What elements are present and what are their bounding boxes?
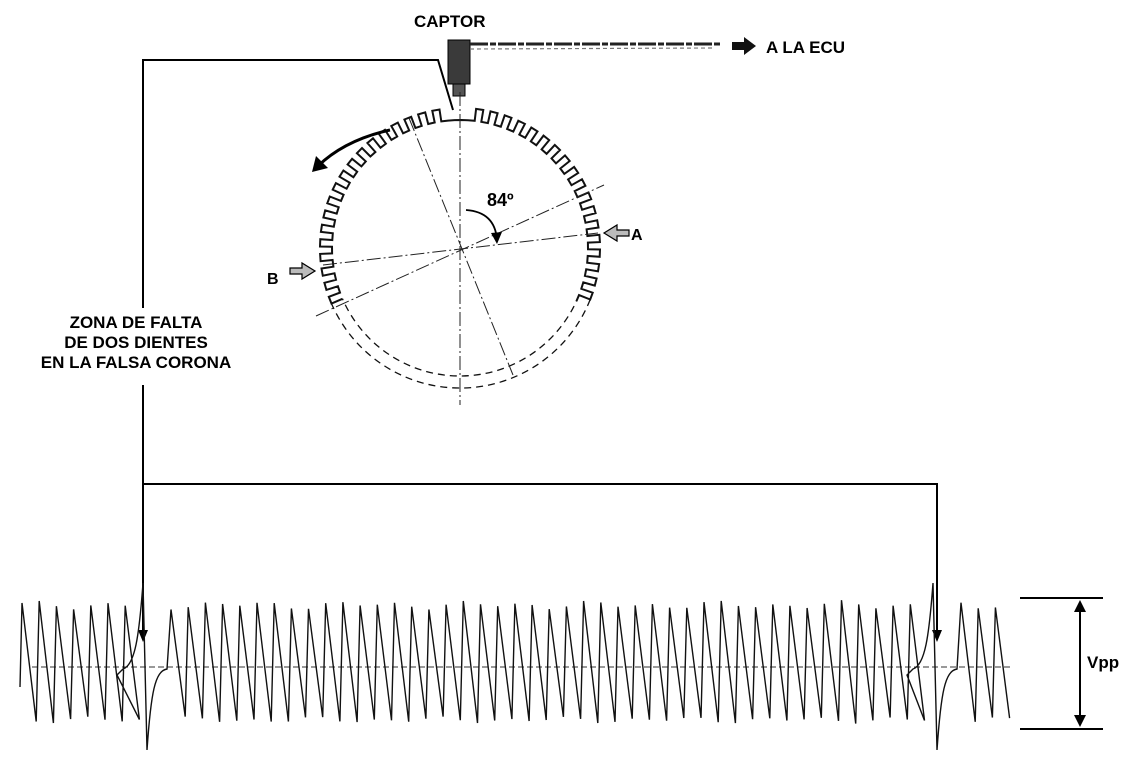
rotation-arrow <box>316 128 391 168</box>
vpp-label: Vpp <box>1087 653 1119 672</box>
zone-bracket <box>143 483 938 630</box>
point-b-arrow-icon <box>289 261 317 281</box>
tone-wheel: 84º A B <box>267 92 643 405</box>
sensor-cable-shadow <box>469 47 716 50</box>
wheel-hidden-root-outline <box>341 294 580 377</box>
centerline-1 <box>408 117 514 376</box>
vpp-dimension: Vpp <box>1020 597 1119 730</box>
angle-arc-arrowhead <box>491 232 502 244</box>
ecu-label: A LA ECU <box>766 38 845 57</box>
zone-leader-to-wheel <box>142 59 454 308</box>
zone-arrowhead-1 <box>138 630 148 642</box>
zone-label-line3: EN LA FALSA CORONA <box>41 353 231 372</box>
missing-tooth-zone: ZONA DE FALTA DE DOS DIENTES EN LA FALSA… <box>41 59 942 642</box>
angle-label: 84º <box>487 190 514 210</box>
centerline-2 <box>315 184 605 317</box>
zone-label-line2: DE DOS DIENTES <box>64 333 208 352</box>
centerline-3 <box>322 232 599 266</box>
sensor-assembly: CAPTOR A LA ECU <box>414 12 845 97</box>
rotation-arrow-head-icon <box>312 156 328 172</box>
vpp-arrow-up-icon <box>1074 600 1086 612</box>
wheel-hidden-outline <box>330 299 591 389</box>
ecu-arrow-icon <box>732 37 756 55</box>
signal-trace <box>19 582 1011 751</box>
point-b-label: B <box>267 271 279 288</box>
zone-label-line1: ZONA DE FALTA <box>70 313 203 332</box>
sensor-tip <box>452 83 466 97</box>
sensor-label: CAPTOR <box>414 12 485 31</box>
point-a-label: A <box>631 227 643 244</box>
sensor-body <box>447 39 471 85</box>
wheel-teeth <box>318 107 602 305</box>
signal-waveform <box>19 582 1012 751</box>
vpp-arrow-down-icon <box>1074 715 1086 727</box>
point-a-arrow-icon <box>602 223 630 243</box>
